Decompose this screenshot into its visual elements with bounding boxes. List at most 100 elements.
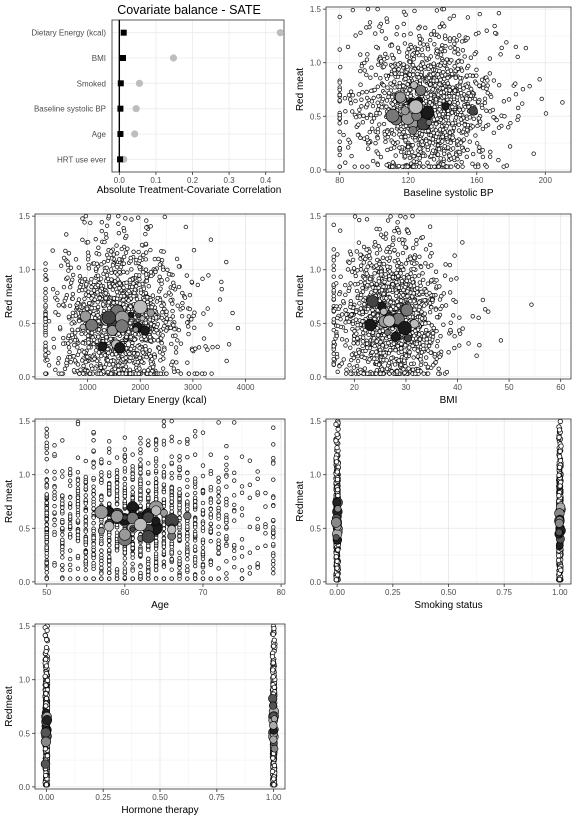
data-point (438, 63, 443, 68)
data-point (135, 351, 140, 357)
data-point (255, 516, 260, 522)
data-point (115, 296, 120, 301)
data-point (459, 39, 465, 44)
data-point (87, 300, 92, 306)
x-tick-label: 160 (470, 176, 484, 185)
data-point (457, 75, 463, 81)
data-point (438, 117, 443, 122)
data-point (408, 361, 414, 367)
data-point (331, 222, 336, 227)
data-point (75, 362, 81, 367)
data-point (386, 340, 391, 346)
data-point (403, 245, 408, 250)
data-point (55, 361, 61, 366)
data-point (337, 152, 342, 158)
data-point (434, 344, 440, 349)
data-point (407, 350, 412, 355)
data-point (433, 121, 439, 127)
data-point (453, 115, 459, 120)
data-point (103, 231, 109, 237)
data-point (216, 505, 221, 511)
weighted-point (366, 295, 379, 308)
data-point (395, 74, 401, 80)
data-point (356, 350, 362, 355)
data-point (452, 41, 457, 46)
data-point (381, 284, 386, 289)
data-point (443, 262, 448, 267)
data-point (370, 349, 375, 355)
data-point (149, 304, 154, 310)
data-point (348, 89, 354, 94)
data-point (81, 349, 87, 355)
data-point (43, 352, 48, 357)
data-point (457, 328, 462, 333)
data-point (139, 359, 144, 364)
data-point (397, 145, 402, 150)
data-point (466, 90, 471, 96)
data-point (394, 290, 399, 295)
data-point (179, 314, 185, 319)
data-point (239, 454, 245, 459)
data-point (232, 493, 237, 498)
data-point (358, 263, 364, 268)
data-point (172, 327, 177, 332)
weighted-point (364, 318, 377, 332)
data-point (121, 261, 127, 266)
data-point (132, 290, 137, 296)
data-point (464, 154, 469, 159)
data-point (355, 132, 361, 138)
data-point (169, 341, 174, 347)
data-point (169, 476, 174, 481)
data-point (183, 224, 189, 230)
data-point (369, 281, 374, 287)
data-point (43, 295, 48, 300)
data-point (428, 132, 434, 138)
data-point (99, 220, 105, 225)
data-point (359, 104, 364, 109)
data-point (216, 524, 221, 529)
data-point (437, 101, 442, 106)
data-point (103, 296, 108, 301)
data-point (449, 164, 454, 169)
data-point (337, 87, 342, 92)
data-point (421, 164, 426, 169)
data-point (448, 45, 453, 50)
data-point (43, 303, 48, 308)
data-point (460, 326, 465, 331)
data-point (375, 130, 381, 135)
data-point (185, 360, 190, 365)
data-point (360, 289, 366, 294)
data-point (496, 157, 501, 163)
data-point (185, 320, 190, 325)
data-point (480, 105, 485, 111)
data-point (444, 123, 449, 129)
data-point (427, 242, 433, 248)
data-point (364, 72, 369, 78)
data-point (210, 344, 215, 350)
data-point (43, 261, 48, 266)
data-point (171, 323, 176, 328)
data-point (350, 321, 356, 327)
data-point (441, 6, 447, 12)
data-point (160, 310, 165, 315)
category-label: Baseline systolic BP (34, 105, 106, 114)
data-point (386, 94, 391, 100)
x-tick-label: 4000 (237, 383, 255, 392)
data-point (430, 330, 436, 336)
data-point (354, 249, 359, 254)
data-point (100, 333, 105, 338)
data-point (446, 350, 451, 355)
data-point (121, 297, 126, 303)
data-point (86, 345, 91, 350)
data-point (331, 327, 336, 333)
data-point (43, 273, 48, 278)
data-point (453, 299, 458, 304)
data-point (338, 228, 343, 233)
data-point (339, 337, 345, 342)
data-point (476, 164, 481, 169)
data-point (435, 131, 440, 136)
data-point (215, 344, 220, 349)
weighted-point (394, 91, 407, 103)
data-point (506, 125, 511, 130)
data-point (394, 32, 399, 37)
